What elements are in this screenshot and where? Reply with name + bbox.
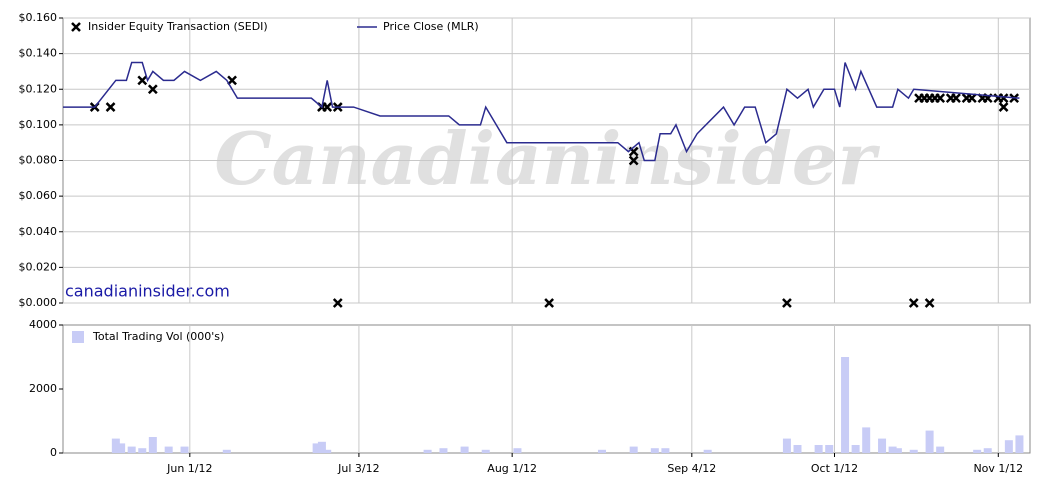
x-tick-label: Sep 4/12 <box>667 462 716 475</box>
x-tick-label: Jul 3/12 <box>337 462 379 475</box>
volume-bar <box>782 438 791 453</box>
x-tick-label: Jun 1/12 <box>166 462 212 475</box>
insider-marker <box>908 298 919 308</box>
y-tick-label: $0.160 <box>19 11 58 24</box>
y-tick-label: 2000 <box>29 382 57 395</box>
volume-bar <box>703 449 712 453</box>
volume-bar <box>909 449 918 453</box>
source-label: canadianinsider.com <box>65 282 230 301</box>
volume-bar <box>629 446 638 453</box>
volume-bar <box>597 449 606 453</box>
insider-marker <box>935 93 946 104</box>
insider-marker <box>966 93 977 104</box>
insider-marker <box>782 298 792 308</box>
insider-marker <box>544 298 555 308</box>
insider-marker <box>147 84 158 95</box>
x-tick-label: Nov 1/12 <box>973 462 1023 475</box>
volume-bar <box>862 427 871 453</box>
volume-bar <box>1015 435 1024 453</box>
insider-marker <box>924 298 935 308</box>
legend-label: Price Close (MLR) <box>383 20 479 33</box>
volume-bar <box>138 448 147 453</box>
volume-bar <box>650 448 659 453</box>
legend-marker <box>71 22 81 32</box>
insider-marker <box>998 93 1009 104</box>
volume-bar <box>851 445 860 453</box>
volume-bar <box>936 446 945 453</box>
volume-bar <box>312 443 321 453</box>
volume-bar <box>460 446 469 453</box>
volume-bar <box>814 445 823 453</box>
volume-bar <box>164 446 173 453</box>
volume-bar <box>111 438 120 453</box>
legend-label: Total Trading Vol (000's) <box>92 330 224 343</box>
volume-bar <box>323 449 332 453</box>
volume-bar <box>481 449 490 453</box>
volume-bar <box>148 437 157 453</box>
y-tick-label: $0.020 <box>19 260 58 273</box>
watermark: Canadianinsider <box>214 116 880 201</box>
insider-marker <box>951 93 961 104</box>
x-tick-label: Oct 1/12 <box>811 462 858 475</box>
insider-marker <box>322 102 333 112</box>
volume-bar <box>222 449 231 453</box>
y-tick-label: $0.080 <box>19 154 58 167</box>
volume-bar <box>983 448 992 453</box>
insider-marker <box>998 102 1009 112</box>
volume-bar <box>925 430 934 453</box>
volume-bar <box>973 449 982 453</box>
insider-marker <box>105 102 116 112</box>
volume-bar <box>117 443 126 453</box>
y-tick-label: $0.040 <box>19 225 58 238</box>
volume-bar <box>180 446 189 453</box>
volume-bar <box>423 449 432 453</box>
y-tick-label: 0 <box>50 446 57 459</box>
volume-bar <box>439 448 448 453</box>
volume-bar <box>841 357 850 453</box>
legend-swatch <box>72 331 84 343</box>
insider-marker <box>332 298 343 308</box>
price-line <box>63 61 1020 162</box>
y-tick-label: $0.140 <box>19 47 58 60</box>
insider-marker <box>227 75 237 86</box>
bottom-plot-frame <box>62 324 1031 454</box>
volume-bar <box>513 448 522 453</box>
y-tick-label: $0.120 <box>19 82 58 95</box>
y-tick-label: $0.000 <box>19 296 58 309</box>
insider-marker <box>137 75 148 86</box>
volume-bar <box>317 441 326 453</box>
volume-bar <box>825 445 834 453</box>
y-tick-label: $0.060 <box>19 189 58 202</box>
y-tick-label: 4000 <box>29 318 57 331</box>
volume-bar <box>661 448 670 453</box>
insider-marker <box>628 155 639 166</box>
volume-bar <box>793 445 802 453</box>
x-tick-label: Aug 1/12 <box>487 462 537 475</box>
volume-bar <box>1004 440 1013 453</box>
volume-bar <box>127 446 136 453</box>
volume-bar <box>893 448 902 453</box>
volume-bar <box>888 446 897 453</box>
legend-label: Insider Equity Transaction (SEDI) <box>88 20 268 33</box>
y-tick-label: $0.100 <box>19 118 58 131</box>
volume-bar <box>878 438 887 453</box>
